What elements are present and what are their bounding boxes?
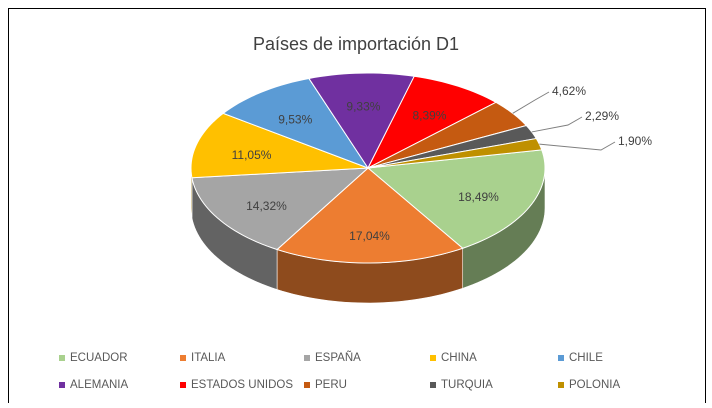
legend-swatch	[59, 382, 65, 388]
legend-swatch	[430, 355, 436, 361]
data-label: 14,32%	[246, 199, 287, 213]
legend-swatch	[304, 355, 310, 361]
data-label: 1,90%	[618, 134, 652, 148]
chart-title: Países de importación D1	[253, 34, 459, 54]
legend-swatch	[180, 355, 186, 361]
legend-swatch	[430, 382, 436, 388]
slice	[367, 101, 528, 169]
data-label: 18,49%	[458, 190, 499, 204]
data-label: 2,29%	[585, 109, 619, 123]
slice	[367, 138, 543, 169]
slice	[190, 112, 369, 179]
slice	[366, 75, 498, 170]
leader-line	[512, 91, 550, 114]
legend-swatch	[558, 382, 564, 388]
legend-label: ALEMANIA	[70, 379, 128, 391]
legend-label: PERU	[315, 379, 347, 391]
legend-swatch	[180, 382, 186, 388]
data-label: 8,39%	[412, 109, 446, 123]
leader-line	[539, 141, 616, 151]
legend-swatch	[59, 355, 65, 361]
legend-label: CHINA	[441, 352, 477, 364]
data-label: 11,05%	[232, 148, 272, 162]
legend-label: CHILE	[569, 352, 603, 364]
leader-line	[531, 116, 583, 133]
data-label: 4,62%	[552, 84, 586, 98]
slice	[191, 167, 370, 251]
slice	[222, 77, 370, 170]
legend-swatch	[558, 355, 564, 361]
data-label: 17,04%	[349, 229, 390, 243]
legend-swatch	[304, 382, 310, 388]
legend-label: ITALIA	[191, 352, 226, 364]
legend-label: POLONIA	[569, 379, 620, 391]
legend-label: TURQUIA	[441, 379, 493, 391]
slice	[366, 149, 546, 249]
legend-label: ESTADOS UNIDOS	[191, 379, 293, 391]
data-label: 9,33%	[346, 100, 380, 114]
slice	[276, 167, 464, 264]
legend-label: ESPAÑA	[315, 351, 361, 364]
slice	[308, 72, 415, 169]
data-label: 9,53%	[278, 113, 312, 127]
legend-label: ECUADOR	[70, 352, 128, 364]
